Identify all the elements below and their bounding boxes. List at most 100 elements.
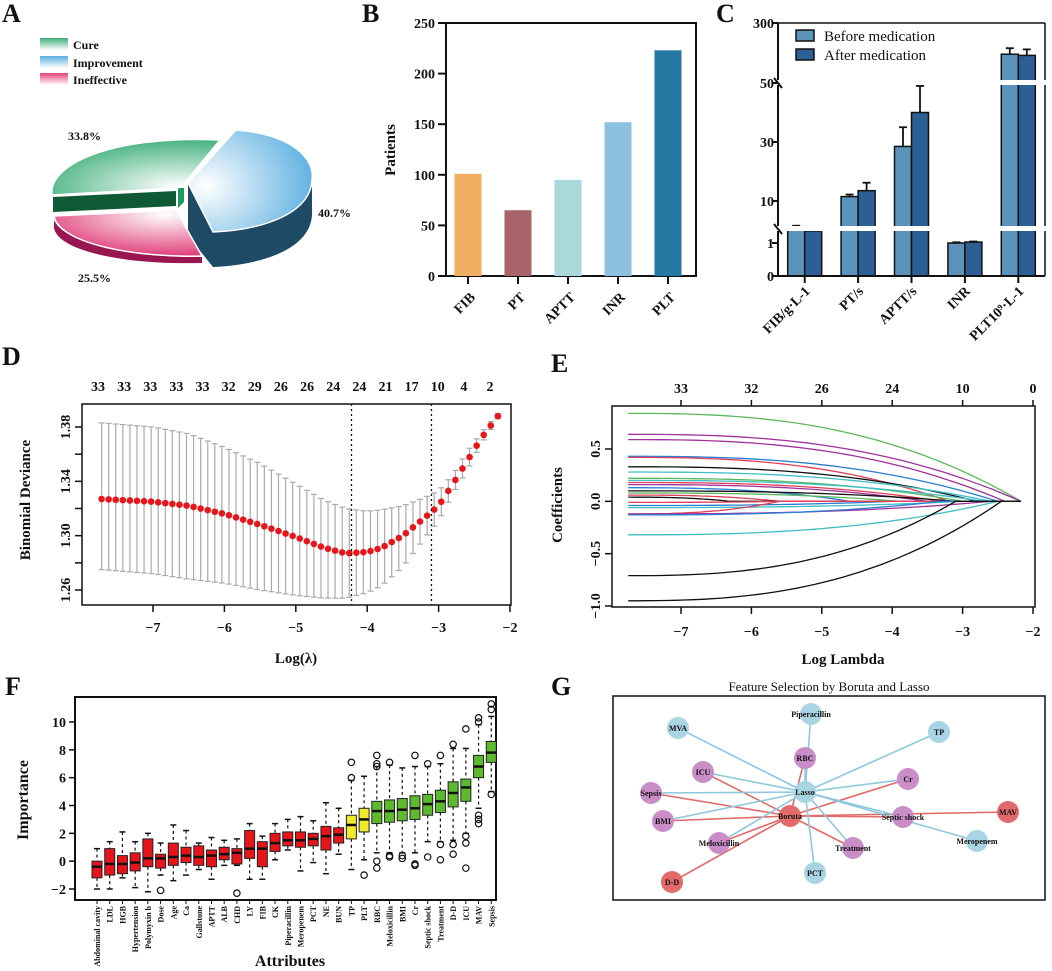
pie-slice-ineffective[interactable] — [53, 209, 204, 257]
cv-point — [303, 537, 311, 545]
cv-point — [459, 465, 466, 472]
x-tick-label: HGB — [118, 905, 127, 923]
coefficient-path — [628, 494, 1021, 502]
cv-point — [261, 522, 268, 530]
node-label: Meloxicillin — [699, 839, 740, 848]
cv-point — [197, 505, 204, 512]
cv-point — [239, 516, 247, 523]
y-tick-label: 0.0 — [589, 493, 604, 511]
box-polymyxin-b — [142, 838, 154, 868]
node-treatment — [842, 837, 864, 859]
node-pct — [804, 862, 826, 884]
x-tick-label: D-D — [449, 906, 458, 920]
node-meropenem — [966, 830, 988, 852]
coefficient-path — [628, 456, 1021, 502]
coefficient-path — [628, 500, 1021, 516]
coefficient-path — [628, 492, 1021, 502]
panel-c-grouped-bar-chart: 0 1 10 30 50 300 FIB/g·L-1 PT/s APTT/s INRPLT10⁹… — [753, 17, 1052, 344]
cv-point — [253, 520, 261, 528]
cv-point — [232, 514, 240, 521]
y-tick-label: 250 — [414, 17, 435, 32]
x-tick-label: FIB/g·L-1 — [761, 284, 814, 337]
cv-point — [437, 498, 445, 506]
node-label: Septic shock — [882, 813, 925, 822]
pie-side-cure — [53, 191, 176, 212]
bar-aptt — [554, 179, 582, 276]
coefficient-path — [628, 500, 1021, 536]
top-tick-label: 33 — [674, 382, 688, 397]
coefficient-path — [628, 490, 1021, 502]
cv-point — [353, 549, 360, 556]
pie-slice-cure[interactable] — [51, 138, 222, 196]
x-tick-label: APTT/s — [877, 284, 921, 328]
edge-boruta-sepsis — [650, 792, 791, 817]
x-tick-label: −6 — [744, 625, 759, 640]
box-fib — [256, 841, 268, 868]
box-aptt — [205, 849, 217, 868]
cv-point — [430, 506, 438, 513]
legend-label-ineffective: Ineffective — [73, 73, 128, 87]
node-sepsis — [640, 782, 662, 804]
pie-label-ineffective: 25.5% — [78, 271, 111, 285]
cv-point — [211, 508, 219, 516]
pie-slice-improvement[interactable] — [187, 129, 313, 233]
node-d-d — [661, 871, 683, 893]
y-tick-label: 0 — [59, 855, 66, 870]
x-axis-title: Log Lambda — [802, 652, 885, 668]
panel-d-lasso-cv: −7 −6 −5 −4 −3 −2 1.26 1.30 1.34 1.38 33 33 33 33 33… — [18, 380, 517, 667]
y-tick-label: 1.34 — [59, 469, 74, 494]
node-label: Boruta — [778, 812, 802, 821]
cv-point — [126, 497, 134, 504]
top-tick-label: 29 — [248, 380, 262, 395]
outlier-point — [462, 864, 470, 872]
x-axis-title: Log(λ) — [275, 651, 317, 667]
top-tick-label: 33 — [196, 380, 210, 395]
node-label: BMI — [655, 817, 671, 826]
pie-label-cure: 33.8% — [68, 129, 101, 143]
edge-lasso-meropenem — [804, 791, 978, 842]
cv-point — [268, 525, 275, 532]
edge-lasso-meloxicillin — [718, 791, 806, 844]
box-chd — [231, 848, 243, 865]
legend-label-before: Before medication — [824, 29, 936, 45]
node-icu — [692, 761, 714, 783]
node-label: PCT — [807, 869, 824, 878]
edge-lasso-tp — [804, 731, 940, 793]
coefficient-path — [628, 433, 1022, 502]
x-axis-title: Attributes — [255, 953, 325, 970]
edge-boruta-meloxicillin — [718, 815, 791, 844]
y-tick-label: −2 — [51, 883, 66, 898]
outlier-point — [398, 854, 407, 863]
outlier-point — [474, 819, 483, 828]
x-tick-label: Piperacillin — [284, 905, 293, 945]
cv-point — [395, 534, 403, 542]
bar-after — [803, 230, 823, 277]
axis-break-upper — [775, 80, 1052, 85]
cv-point — [176, 501, 183, 509]
cv-point — [338, 549, 346, 556]
x-tick-label: INR — [600, 290, 629, 319]
top-tick-label: 24 — [885, 382, 899, 397]
outlier-point — [449, 740, 457, 749]
y-axis-title: Patients — [383, 124, 399, 176]
box-d-d — [447, 781, 459, 808]
top-tick-label: 10 — [431, 380, 445, 395]
pie-label-improvement: 40.7% — [318, 206, 351, 220]
x-tick-label: −3 — [431, 621, 446, 636]
coefficient-path — [628, 455, 1021, 502]
cv-point — [409, 524, 417, 531]
cv-point — [218, 510, 226, 517]
outlier-point — [385, 851, 394, 860]
x-tick-label: Septic shock — [424, 905, 433, 948]
node-bmi — [652, 810, 674, 832]
cv-point — [324, 545, 332, 553]
cv-point — [140, 497, 148, 505]
x-tick-label: FIB — [452, 290, 479, 317]
bar-before — [786, 228, 806, 277]
outlier-point — [474, 811, 483, 820]
bar-after — [857, 189, 876, 277]
y-tick-label: 1.26 — [59, 578, 74, 603]
x-tick-label: PLT — [360, 905, 369, 920]
x-tick-label: −7 — [674, 625, 689, 640]
cv-point — [204, 506, 212, 514]
